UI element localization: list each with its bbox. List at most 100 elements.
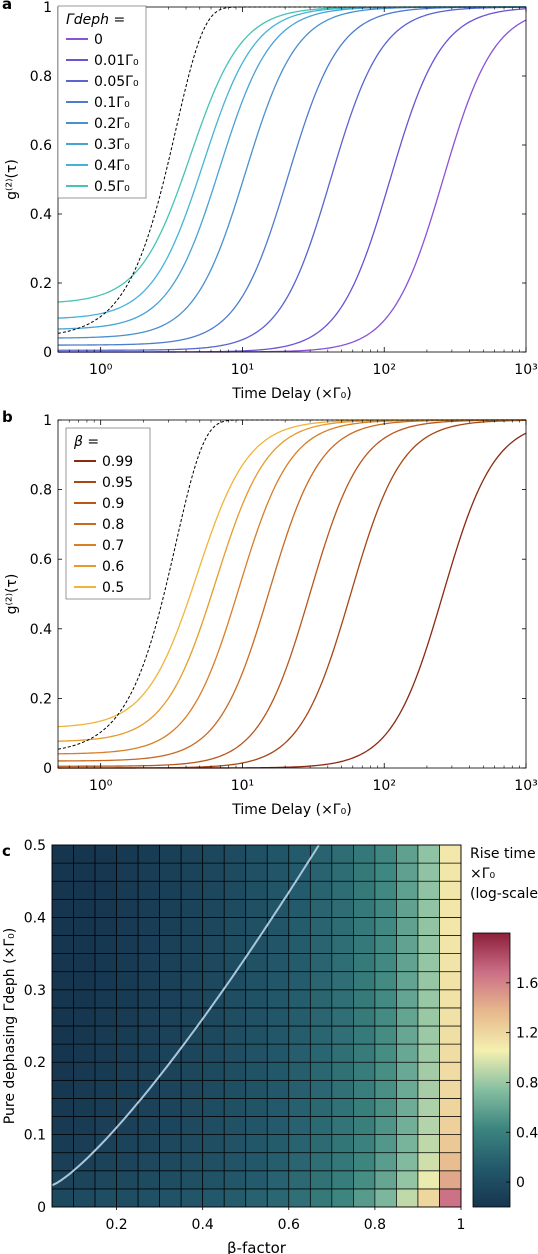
heatmap-cell	[331, 1043, 354, 1063]
heatmap-cell	[417, 1098, 440, 1117]
heatmap-cell	[439, 862, 462, 882]
legend-entry-3: 0.8	[102, 517, 124, 533]
heatmap-cell	[180, 1188, 204, 1208]
heatmap-cell	[353, 989, 376, 1009]
heatmap-cell	[374, 1079, 397, 1099]
heatmap-cell	[137, 1116, 160, 1135]
heatmap-cell	[73, 1025, 96, 1045]
heatmap-cell	[396, 844, 419, 864]
heatmap-cell	[288, 862, 311, 882]
heatmap-cell	[180, 1152, 204, 1172]
heatmap-cell	[396, 880, 419, 900]
heatmap-cell	[137, 1134, 160, 1154]
heatmap-cell	[94, 898, 117, 918]
heatmap-cell	[374, 971, 397, 991]
legend-entry-0: 0	[94, 32, 103, 48]
heatmap-cell	[159, 1098, 182, 1117]
heatmap-cell	[180, 1043, 204, 1063]
heatmap-cell	[439, 898, 462, 918]
legend-entry-5: 0.6	[102, 559, 124, 575]
heatmap-cell	[223, 1116, 247, 1135]
heatmap-cell	[266, 1170, 290, 1190]
heatmap-cell	[245, 953, 268, 973]
colorbar-tick-label: 0.8	[516, 1075, 538, 1091]
heatmap-cell	[331, 1061, 354, 1081]
heatmap-cell	[202, 1134, 225, 1154]
heatmap-cell	[116, 1116, 139, 1135]
x-tick-label: 10⁰	[89, 362, 113, 378]
heatmap-cell	[202, 1043, 225, 1063]
heatmap-cell	[331, 953, 354, 973]
heatmap-cell	[94, 1188, 117, 1208]
heatmap-cell	[137, 1061, 160, 1081]
heatmap-cell	[331, 1079, 354, 1099]
heatmap-cell	[159, 1134, 182, 1154]
heatmap-cell	[353, 1061, 376, 1081]
legend-title: Γdeph =	[66, 12, 125, 28]
heatmap-cell	[245, 1043, 268, 1063]
heatmap-cell	[137, 971, 160, 991]
heatmap-cell	[353, 1079, 376, 1099]
heatmap-cell	[116, 953, 139, 973]
heatmap-cell	[353, 1188, 376, 1208]
heatmap-cell	[266, 1043, 290, 1063]
heatmap-cell	[51, 880, 74, 900]
heatmap-cell	[309, 1116, 333, 1135]
y-tick-label: 1	[43, 413, 52, 429]
heatmap-cell	[288, 1170, 311, 1190]
heatmap-cell	[180, 917, 204, 936]
heatmap-cell	[266, 1079, 290, 1099]
heatmap-cell	[396, 971, 419, 991]
heatmap-cell	[309, 1079, 333, 1099]
heatmap-cell	[331, 1025, 354, 1045]
heatmap-cell	[73, 953, 96, 973]
heatmap-cell	[417, 1134, 440, 1154]
heatmap-cell	[202, 1007, 225, 1027]
heatmap-cell	[417, 935, 440, 954]
heatmap-cell	[331, 1170, 354, 1190]
heatmap-cell	[417, 1116, 440, 1135]
heatmap-cell	[73, 1007, 96, 1027]
colorbar: 0 0.4 0.8 1.2 1.6 Rise time ×Γ₀ (log-scale)	[470, 846, 538, 1208]
heatmap-cell	[288, 1188, 311, 1208]
heatmap-cell	[331, 989, 354, 1009]
heatmap-cell	[288, 971, 311, 991]
heatmap-cell	[159, 1188, 182, 1208]
heatmap-cell	[94, 935, 117, 954]
legend-entry-6: 0.5	[102, 580, 124, 596]
y-tick-label: 0.1	[24, 1128, 46, 1144]
heatmap-cell	[374, 989, 397, 1009]
heatmap-cell	[137, 880, 160, 900]
heatmap-cell	[51, 1152, 74, 1172]
heatmap-cell	[309, 1061, 333, 1081]
heatmap-cell	[51, 862, 74, 882]
axes-frame	[51, 844, 462, 1208]
heatmap-cell	[73, 898, 96, 918]
heatmap-cell	[331, 844, 354, 864]
heatmap-cell	[73, 844, 96, 864]
heatmap-cell	[374, 917, 397, 936]
heatmap-cell	[245, 1116, 268, 1135]
heatmap-cell	[439, 1007, 462, 1027]
x-axis-label: Time Delay (×Γ₀)	[231, 802, 351, 818]
heatmap-cell	[137, 1170, 160, 1190]
y-tick-label: 0.4	[30, 622, 52, 638]
y-tick-label: 0.8	[30, 69, 52, 85]
heatmap-cell	[245, 1061, 268, 1081]
colorbar-bar	[472, 932, 511, 1208]
heatmap-cell	[396, 1007, 419, 1027]
x-tick-label: 0.2	[105, 1217, 127, 1233]
heatmap-cell	[137, 1188, 160, 1208]
heatmap-cell	[331, 1152, 354, 1172]
heatmap-cell	[331, 971, 354, 991]
heatmap-cell	[288, 1134, 311, 1154]
heatmap-cell	[116, 844, 139, 864]
heatmap-cell	[396, 898, 419, 918]
heatmap-cell	[223, 1170, 247, 1190]
heatmap-cell	[137, 989, 160, 1009]
y-tick-label: 0.3	[24, 983, 46, 999]
heatmap-cell	[374, 1043, 397, 1063]
heatmap-cell	[94, 862, 117, 882]
heatmap-cell	[245, 989, 268, 1009]
heatmap-cell	[51, 1007, 74, 1027]
